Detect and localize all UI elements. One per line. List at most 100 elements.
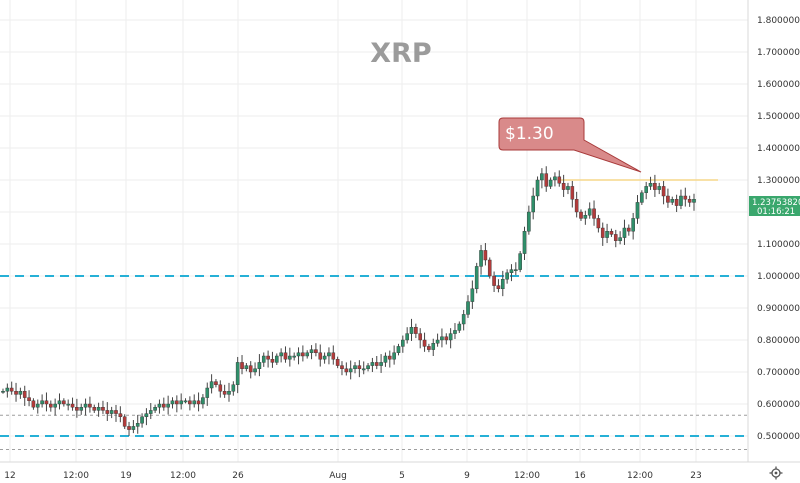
candle	[514, 262, 518, 276]
candle	[153, 404, 157, 413]
candle	[457, 321, 462, 333]
candle-body	[235, 362, 240, 385]
candle	[466, 295, 470, 318]
candle-body	[657, 186, 662, 190]
candle	[192, 394, 197, 408]
candle	[379, 354, 383, 373]
candle	[692, 193, 696, 211]
candle	[257, 354, 262, 377]
candle	[22, 385, 27, 406]
price-callout: $1.30	[498, 117, 642, 173]
candle	[44, 392, 49, 412]
candle	[218, 380, 223, 398]
candle-body	[570, 186, 575, 200]
candle	[105, 402, 110, 421]
candle	[240, 355, 244, 375]
candle	[374, 356, 379, 370]
candle	[357, 360, 362, 378]
candle	[114, 404, 118, 422]
candle	[535, 176, 540, 201]
candle-body	[257, 362, 262, 369]
candle-body	[392, 352, 396, 360]
candle	[188, 396, 192, 411]
candle	[348, 360, 353, 380]
candle-body	[387, 355, 392, 360]
candle-body	[505, 272, 509, 280]
candle	[496, 279, 501, 293]
candle-body	[14, 391, 18, 395]
candle	[227, 382, 231, 402]
candle-body	[101, 407, 105, 411]
candle	[487, 257, 492, 279]
candle	[414, 323, 418, 339]
candle-body	[518, 253, 522, 270]
candle	[509, 264, 514, 282]
candle	[161, 397, 166, 411]
candle-body	[627, 227, 631, 232]
last-price-value: 1.23753820	[752, 198, 800, 208]
candle-body	[644, 186, 648, 193]
candle-body	[66, 403, 70, 406]
candle	[66, 399, 70, 411]
candle-body	[544, 173, 549, 187]
candle	[27, 390, 31, 407]
candle-body	[553, 176, 557, 181]
candle-body	[374, 362, 379, 366]
candle	[40, 394, 44, 408]
candle-body	[353, 365, 357, 370]
candle	[322, 352, 327, 364]
candle-body	[296, 352, 301, 357]
candle-body	[196, 400, 201, 405]
candle	[231, 381, 236, 396]
y-tick-label: 0.80000000	[757, 336, 800, 346]
candle	[687, 195, 692, 207]
candle	[361, 361, 366, 375]
candle	[522, 226, 527, 260]
candle	[548, 177, 553, 189]
candle-body	[653, 182, 657, 190]
candle-body	[70, 403, 75, 408]
candle-body	[5, 387, 10, 392]
candle	[557, 170, 562, 187]
candle	[483, 243, 488, 266]
candle	[157, 399, 162, 414]
candle	[309, 345, 314, 360]
candle-body	[92, 407, 97, 411]
chart-title: XRP	[370, 38, 431, 69]
candle	[335, 356, 340, 369]
candle	[579, 209, 583, 221]
candle	[674, 194, 679, 212]
candle	[622, 219, 627, 245]
candle-body	[75, 407, 79, 411]
candle	[435, 333, 440, 347]
candle-body	[492, 275, 496, 286]
candle-body	[683, 195, 688, 200]
candle	[470, 280, 475, 309]
candle-body	[674, 198, 679, 206]
candle	[648, 176, 653, 190]
y-tick-label: 1.80000000	[757, 16, 800, 26]
y-tick-label: 1.70000000	[757, 48, 800, 58]
callout-label: $1.30	[505, 124, 554, 144]
candle-body	[327, 352, 331, 357]
candle	[613, 229, 618, 248]
candle	[101, 400, 105, 414]
candle	[531, 187, 536, 220]
candle-body	[605, 230, 609, 238]
candle-body	[148, 410, 153, 414]
candle-body	[596, 218, 601, 229]
candle	[222, 384, 227, 398]
candle	[644, 181, 648, 200]
candle-body	[179, 400, 183, 405]
candle-body	[318, 352, 323, 360]
candle-body	[227, 391, 231, 395]
y-tick-label: 0.60000000	[757, 400, 800, 410]
candle-body	[96, 407, 101, 411]
candle	[344, 362, 349, 376]
candle	[92, 404, 97, 413]
x-tick-label: 26	[232, 471, 244, 481]
last-price-box	[749, 196, 800, 216]
candle	[405, 327, 409, 344]
y-tick-label: 1.00000000	[757, 272, 800, 282]
settings-icon[interactable]	[769, 466, 783, 480]
